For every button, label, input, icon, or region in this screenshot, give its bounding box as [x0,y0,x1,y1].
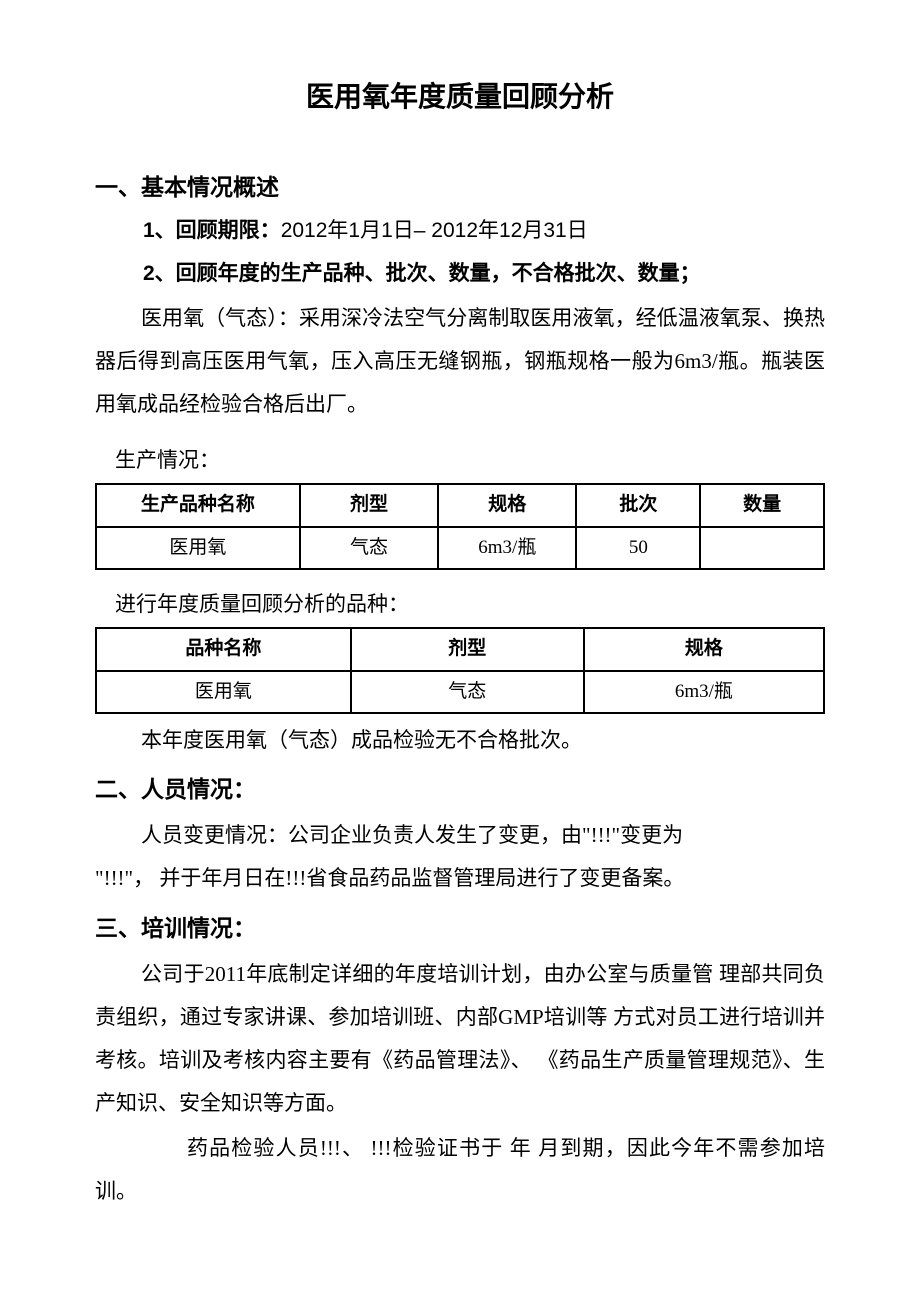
section-1-item-1: 1、回顾期限：2012年1月1日– 2012年12月31日 [143,211,825,252]
section-1-heading: 一、基本情况概述 [95,165,825,210]
table-1-caption: 生产情况： [115,440,825,481]
col-variety-name: 品种名称 [96,628,351,671]
cell-spec: 6m3/瓶 [584,671,824,714]
production-table: 生产品种名称 剂型 规格 批次 数量 医用氧 气态 6m3/瓶 50 [95,483,825,570]
document-title: 医用氧年度质量回顾分析 [95,70,825,125]
col-product-name: 生产品种名称 [96,484,300,527]
section-2-paragraph-line-2: "!!!"， 并于年月日在!!!省食品药品监督管理局进行了变更备案。 [95,857,825,900]
section-3-paragraph-2: 药品检验人员!!!、 !!!检验证书于 年 月到期，因此今年不需参加培训。 [95,1127,825,1213]
cell-dosage-form: 气态 [300,527,438,570]
table-row: 医用氧 气态 6m3/瓶 [96,671,824,714]
col-spec: 规格 [438,484,576,527]
col-dosage-form: 剂型 [300,484,438,527]
col-dosage-form: 剂型 [351,628,584,671]
section-1-paragraph-1: 医用氧（气态）：采用深冷法空气分离制取医用液氧，经低温液氧泵、换热器后得到高压医… [95,297,825,426]
table-row: 医用氧 气态 6m3/瓶 50 [96,527,824,570]
table-2-caption: 进行年度质量回顾分析的品种： [115,584,825,625]
col-batch: 批次 [576,484,700,527]
section-2-paragraph-line-1: 人员变更情况：公司企业负责人发生了变更，由"!!!"变更为 [95,814,825,857]
table-header-row: 品种名称 剂型 规格 [96,628,824,671]
section-1-item-2: 2、回顾年度的生产品种、批次、数量，不合格批次、数量； [143,254,825,295]
cell-dosage-form: 气态 [351,671,584,714]
cell-spec: 6m3/瓶 [438,527,576,570]
section-3-paragraph-1: 公司于2011年底制定详细的年度培训计划，由办公室与质量管 理部共同负责组织，通… [95,953,825,1125]
section-2-heading: 二、人员情况： [95,767,825,812]
col-spec: 规格 [584,628,824,671]
cell-product-name: 医用氧 [96,527,300,570]
cell-quantity [700,527,824,570]
variety-table: 品种名称 剂型 规格 医用氧 气态 6m3/瓶 [95,627,825,714]
section-3-heading: 三、培训情况： [95,906,825,951]
cell-variety-name: 医用氧 [96,671,351,714]
table-header-row: 生产品种名称 剂型 规格 批次 数量 [96,484,824,527]
cell-batch: 50 [576,527,700,570]
review-period-range: 2012年1月1日– 2012年12月31日 [281,219,588,242]
review-period-label: 1、回顾期限： [143,219,281,242]
section-1-after-table: 本年度医用氧（气态）成品检验无不合格批次。 [141,720,825,761]
col-quantity: 数量 [700,484,824,527]
